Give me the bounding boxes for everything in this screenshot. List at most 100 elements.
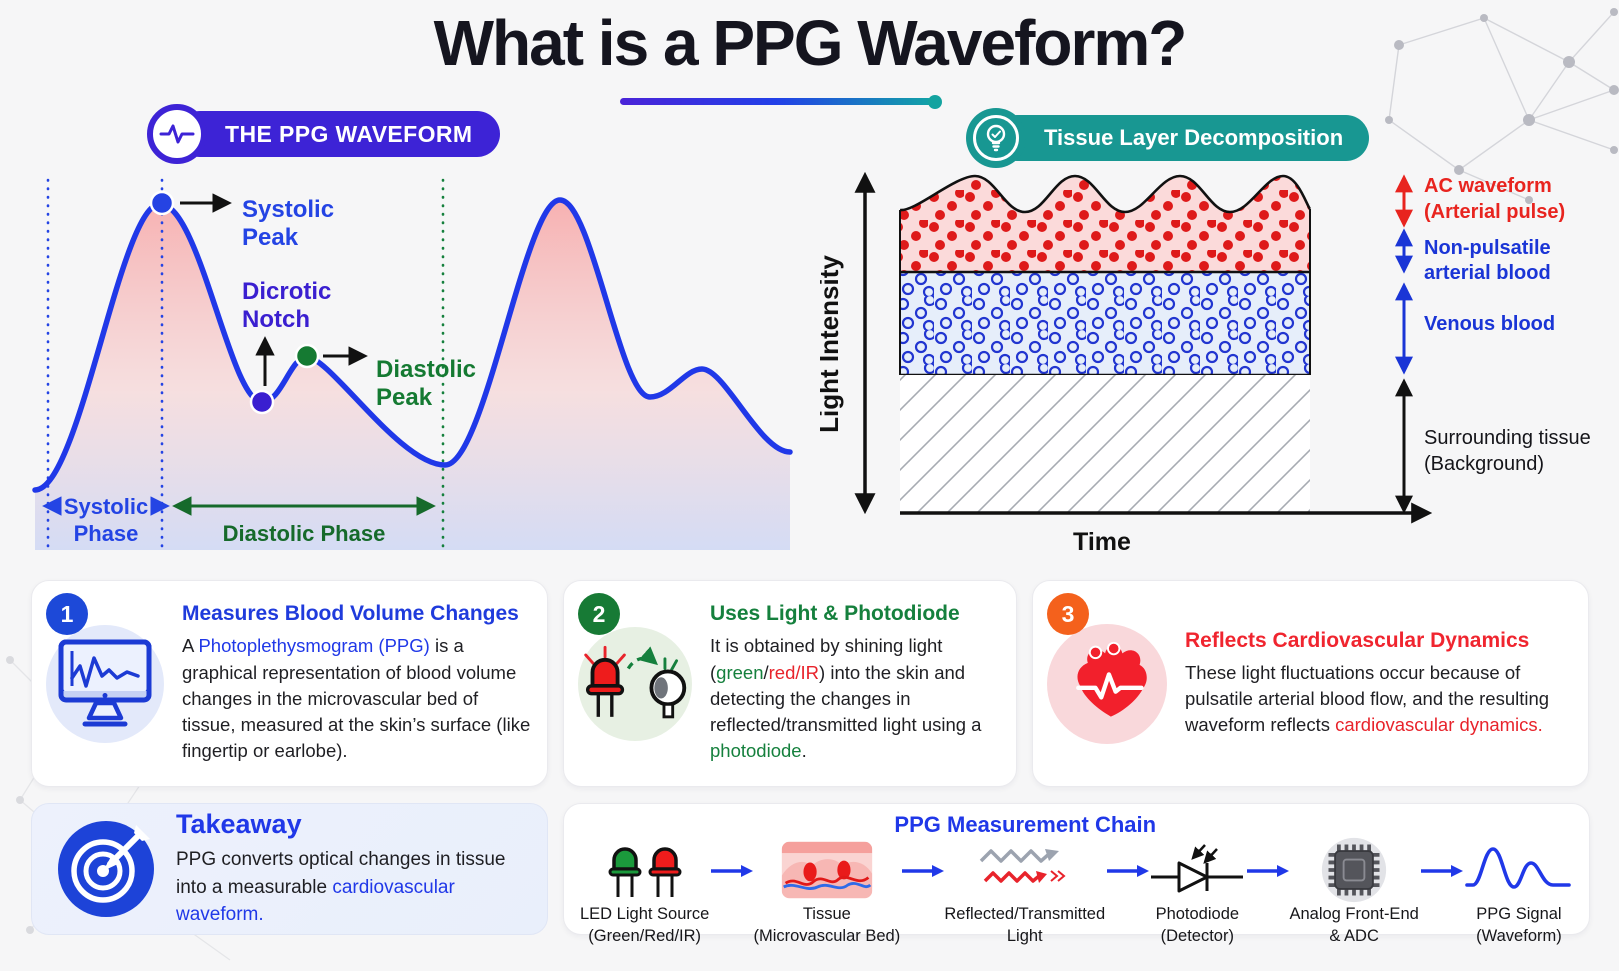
venous-blood-layer <box>900 270 1310 377</box>
card-measures-blood-volume: 1 Measures Blood Volume Changes A Photop… <box>31 580 548 787</box>
card1-accent-ppg: Photoplethysmogram (PPG) <box>198 635 430 657</box>
chain-label-tissue-2: (Microvascular Bed) <box>753 926 901 945</box>
arterial-blood-layer <box>899 174 1312 272</box>
card2-sep: / <box>763 661 769 683</box>
chain-label-led-2: (Green/Red/IR) <box>588 926 702 945</box>
card2-text-2: ) into the skin and detecting the change… <box>710 661 982 736</box>
systolic-peak-label-1: Systolic <box>242 196 334 223</box>
tissue-icon <box>779 838 875 902</box>
card3-text-1: These light fluctuations occur because o… <box>1185 661 1550 736</box>
chain-label-tissue-1: Tissue <box>802 905 851 923</box>
chip-icon <box>1320 837 1388 903</box>
ppg-waveform-chart: Systolic Peak Dicrotic Notch Diastolic P… <box>32 178 793 550</box>
takeaway-panel: Takeaway PPG converts optical changes in… <box>31 803 548 935</box>
measurement-chain-panel: PPG Measurement Chain LED Light Sou <box>563 803 1590 945</box>
ac-label-1: AC waveform <box>1424 175 1552 197</box>
ppg-signal-icon <box>1463 838 1575 902</box>
card-title-3: Reflects Cardiovascular Dynamics <box>1185 628 1530 652</box>
chain-arrow-4 <box>1247 865 1290 877</box>
surrounding-label-2: (Background) <box>1424 453 1544 475</box>
heart-ecg-icon <box>1047 623 1167 744</box>
dicrotic-notch-dot <box>249 389 275 415</box>
card-body-3: These light fluctuations occur because o… <box>1185 660 1572 739</box>
led-pair-icon <box>602 838 688 902</box>
chain-label-ppg-signal-2: (Waveform) <box>1476 926 1562 945</box>
chain-label-ppg-signal-1: PPG Signal <box>1476 905 1562 923</box>
takeaway-accent: cardiovascular waveform. <box>176 876 455 926</box>
takeaway-title: Takeaway <box>176 809 302 840</box>
chain-label-led: LED Light Source (Green/Red/IR) <box>580 904 709 948</box>
title-underline-dot <box>928 95 942 109</box>
card-number-badge-3: 3 <box>1047 593 1089 635</box>
chain-step-reflected-light: Reflected/Transmitted Light <box>944 838 1105 948</box>
takeaway-text-1: PPG converts optical changes in tissue i… <box>176 849 506 898</box>
dicrotic-notch-label-2: Notch <box>242 306 310 333</box>
chain-label-ppg-signal: PPG Signal (Waveform) <box>1476 904 1562 948</box>
chain-label-photodiode-1: Photodiode <box>1155 905 1240 923</box>
diastolic-peak-dot <box>294 343 320 369</box>
nonpulsatile-label-1: Non-pulsatile <box>1424 237 1551 259</box>
x-axis-label: Time <box>1073 528 1131 556</box>
card3-accent-dynamics: cardiovascular dynamics. <box>1335 714 1543 736</box>
card-cardiovascular-dynamics: 3 Reflects Cardiovascular Dynamics These… <box>1032 580 1589 787</box>
systolic-phase-label-1: Systolic <box>64 494 148 519</box>
zigzag-light-icon <box>979 838 1071 902</box>
card-number-badge-2: 2 <box>578 593 620 635</box>
card-body-2: It is obtained by shining light (green/r… <box>710 633 1000 764</box>
chain-label-reflected-2: Light <box>1006 926 1043 945</box>
card-number-badge-1: 1 <box>46 593 88 635</box>
systolic-peak-label-2: Peak <box>242 224 299 251</box>
diastolic-phase-label: Diastolic Phase <box>223 521 386 546</box>
card-title-1: Measures Blood Volume Changes <box>182 602 519 626</box>
card2-text-3: . <box>801 740 807 762</box>
card-title-2: Uses Light & Photodiode <box>710 602 960 626</box>
chain-arrow-3 <box>1107 865 1150 877</box>
takeaway-body: PPG converts optical changes in tissue i… <box>176 846 533 929</box>
lightbulb-icon <box>966 108 1026 168</box>
surrounding-tissue-layer <box>900 375 1310 513</box>
y-axis-label: Light Intensity <box>820 255 844 433</box>
chain-label-afe: Analog Front-End & ADC <box>1289 904 1418 948</box>
card-body-1: A Photoplethysmogram (PPG) is a graphica… <box>182 633 531 764</box>
ac-label-2: (Arterial pulse) <box>1424 201 1565 223</box>
venous-label: Venous blood <box>1424 313 1555 335</box>
chain-label-photodiode-2: (Detector) <box>1160 926 1234 945</box>
page-title: What is a PPG Waveform? <box>433 7 1188 79</box>
chain-step-photodiode: Photodiode (Detector) <box>1149 838 1245 948</box>
chain-label-reflected-1: Reflected/Transmitted <box>944 905 1106 923</box>
card2-accent-photodiode: photodiode <box>710 740 802 762</box>
chain-label-tissue: Tissue (Microvascular Bed) <box>753 904 900 948</box>
section-badge-tissue-label: Tissue Layer Decomposition <box>1044 125 1344 150</box>
card1-text-2: is a graphical representation of blood v… <box>182 635 531 762</box>
chain-step-tissue: Tissue (Microvascular Bed) <box>753 838 900 948</box>
tissue-layer-diagram: Light Intensity Time AC waveform (Arteri… <box>820 171 1591 556</box>
photodiode-symbol-icon <box>1149 838 1245 902</box>
diastolic-peak-label-1: Diastolic <box>376 356 476 383</box>
diastolic-peak-label-2: Peak <box>376 384 433 411</box>
chain-title: PPG Measurement Chain <box>894 812 1157 837</box>
chain-label-led-1: LED Light Source <box>580 905 710 923</box>
title-underline <box>620 98 932 105</box>
systolic-peak-dot <box>149 190 175 216</box>
section-badge-ppg-label: THE PPG WAVEFORM <box>225 120 473 147</box>
chain-label-photodiode: Photodiode (Detector) <box>1156 904 1240 948</box>
nonpulsatile-label-2: arterial blood <box>1424 262 1551 284</box>
chain-step-afe-adc: Analog Front-End & ADC <box>1289 837 1419 948</box>
chain-label-afe-1: Analog Front-End <box>1289 905 1419 923</box>
led-photodiode-icon <box>578 626 692 741</box>
pulse-icon <box>147 104 207 164</box>
surrounding-label-1: Surrounding tissue <box>1424 427 1591 449</box>
systolic-phase-label-2: Phase <box>74 521 139 546</box>
chain-step-led: LED Light Source (Green/Red/IR) <box>580 838 709 948</box>
card1-text-1: A <box>182 635 199 657</box>
chain-arrow-2 <box>902 865 945 877</box>
chain-label-afe-2: & ADC <box>1329 926 1379 945</box>
target-dart-icon <box>58 821 154 917</box>
chain-step-ppg-signal: PPG Signal (Waveform) <box>1463 838 1575 948</box>
chain-label-reflected: Reflected/Transmitted Light <box>944 904 1105 948</box>
card2-text-1: It is obtained by shining light ( <box>710 635 943 683</box>
chain-arrow-1 <box>711 865 754 877</box>
card2-accent-red: red/IR <box>768 661 820 683</box>
monitor-waveform-icon <box>46 624 164 743</box>
